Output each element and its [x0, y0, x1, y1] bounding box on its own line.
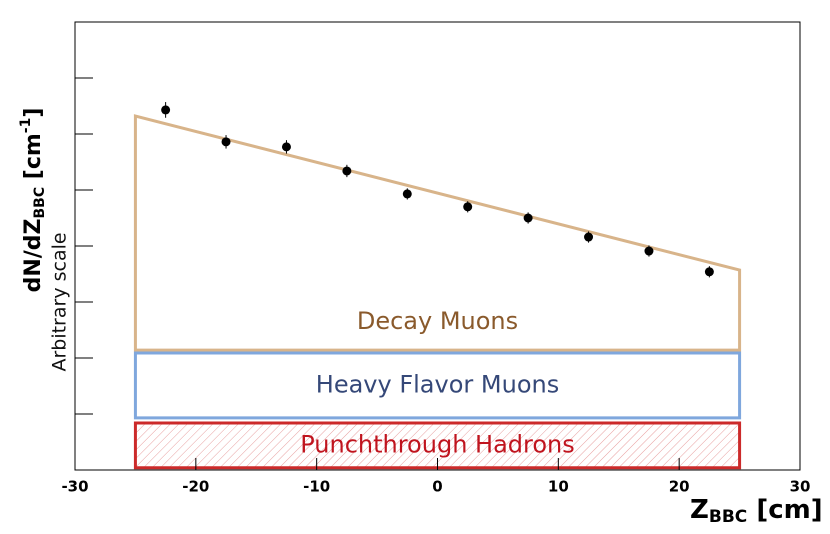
region — [133, 351, 742, 420]
data-point — [221, 137, 231, 147]
x-tick-label: 0 — [432, 478, 442, 496]
data-point — [584, 232, 594, 242]
data-point — [402, 189, 412, 199]
data-point — [342, 166, 352, 176]
region-label: Punchthrough Hadrons — [300, 430, 575, 458]
data-point — [523, 213, 533, 223]
annotation: Arbitrary scale — [49, 232, 71, 371]
region-label: Heavy Flavor Muons — [316, 370, 559, 398]
x-axis-title: ZBBC [cm] — [690, 495, 823, 528]
regions: Decay Muons Heavy Flavor Muons Punchthroug… — [133, 114, 742, 470]
plot-frame — [74, 21, 801, 471]
region — [133, 114, 742, 352]
y-axis-title: dN/dZBBC [cm-1] — [18, 108, 48, 293]
points — [161, 102, 714, 278]
data-point — [644, 246, 654, 256]
x-tick-label: -10 — [303, 478, 330, 496]
data-point — [281, 142, 291, 152]
data-point — [463, 202, 473, 212]
data-point — [161, 105, 171, 115]
x-tick-label: 20 — [669, 478, 690, 496]
x-tick-label: -20 — [182, 478, 209, 496]
x-tick-label: -30 — [61, 478, 88, 496]
axes: -30 -20 -10 0 10 20 30 — [61, 21, 811, 496]
x-tick-label: 10 — [548, 478, 569, 496]
region-label: Decay Muons — [357, 307, 518, 335]
x-tick-label: 30 — [790, 478, 811, 496]
region — [133, 421, 742, 470]
data-point — [704, 267, 714, 277]
